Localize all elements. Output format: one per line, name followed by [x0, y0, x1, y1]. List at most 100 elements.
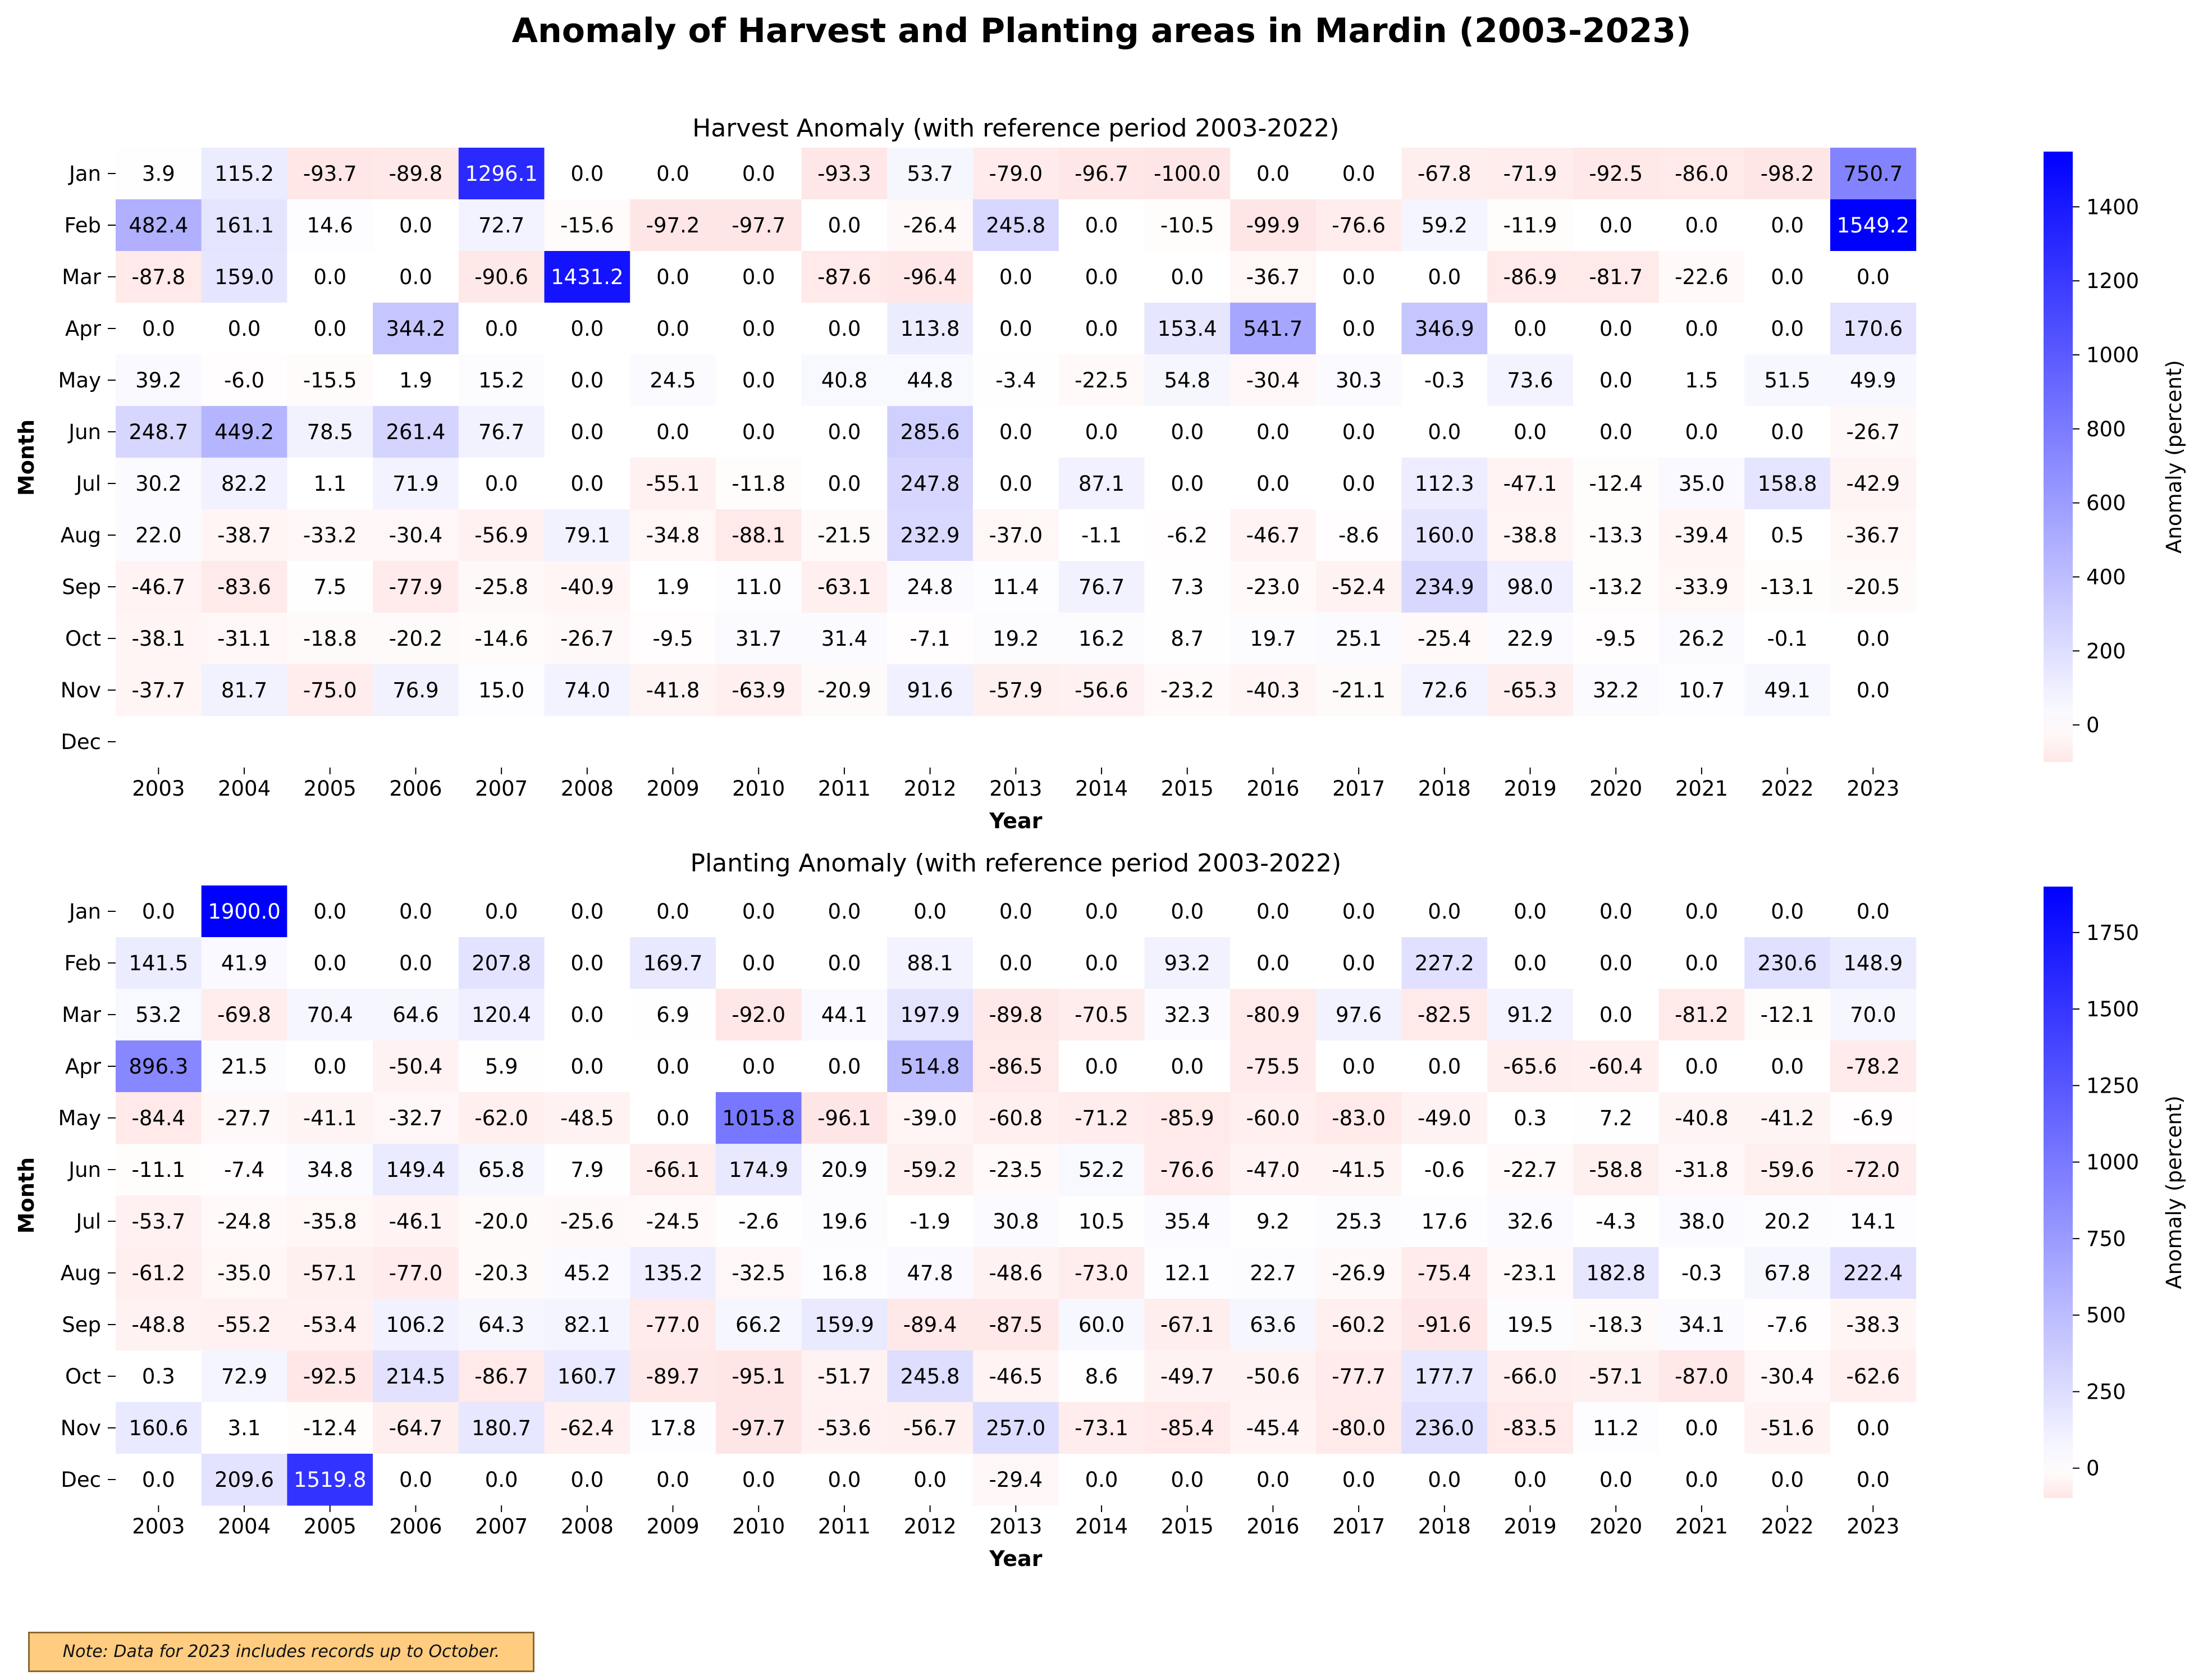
cell-value-label: 88.1	[907, 951, 953, 975]
heatmap-cell	[715, 1195, 802, 1248]
heatmap-cell	[887, 885, 973, 938]
heatmap-cell	[1315, 303, 1402, 355]
heatmap-cell	[1230, 148, 1317, 200]
heatmap-cell	[630, 613, 716, 665]
cell-value-label: 0.3	[1514, 1106, 1547, 1130]
cell-value-label: 0.0	[485, 1468, 518, 1492]
heatmap-cell	[887, 148, 973, 200]
cell-value-label: 0.0	[1256, 1468, 1290, 1492]
heatmap-cell	[715, 303, 802, 355]
cell-value-label: -81.7	[1589, 265, 1643, 289]
heatmap-cell	[1058, 1402, 1145, 1454]
heatmap-cell	[1230, 1195, 1317, 1248]
cell-value-label: 6.9	[656, 1003, 689, 1027]
heatmap-cell	[1573, 1350, 1660, 1403]
heatmap-cell	[1315, 406, 1402, 458]
heatmap-cell	[801, 664, 888, 716]
cell-value-label: 34.8	[307, 1158, 353, 1182]
heatmap-cell	[373, 148, 459, 200]
heatmap-cell	[630, 885, 716, 938]
cell-value-label: -78.2	[1846, 1054, 1900, 1079]
heatmap-cell	[373, 354, 459, 407]
heatmap-cell	[1573, 1040, 1660, 1093]
heatmap-cell	[1144, 1144, 1231, 1196]
cell-value-label: -31.8	[1675, 1158, 1729, 1182]
heatmap-cell	[1401, 354, 1488, 407]
cell-value-label: -88.1	[732, 523, 785, 547]
heatmap-cell	[1573, 1195, 1660, 1248]
cell-value-label: -82.5	[1418, 1003, 1471, 1027]
y-tick-label: Sep	[62, 575, 101, 599]
heatmap-cell	[1315, 1144, 1402, 1196]
cell-value-label: 0.0	[1171, 472, 1204, 496]
cell-value-label: -30.4	[1761, 1364, 1814, 1389]
heatmap-cell	[973, 613, 1059, 665]
cell-value-label: 158.8	[1758, 472, 1817, 496]
cell-value-label: 60.0	[1078, 1313, 1125, 1337]
cell-value-label: -85.4	[1160, 1416, 1214, 1440]
heatmap-cell	[1315, 1247, 1402, 1299]
heatmap-cell	[1744, 664, 1831, 716]
cell-value-label: -89.7	[646, 1364, 700, 1389]
cell-value-label: 70.4	[307, 1003, 353, 1027]
heatmap-cell	[1658, 1299, 1745, 1351]
heatmap-cell	[715, 937, 802, 989]
cell-value-label: -48.6	[989, 1261, 1043, 1285]
heatmap-cell	[1830, 458, 1917, 510]
cell-value-label: -12.4	[1589, 472, 1643, 496]
heatmap-cell	[201, 354, 287, 407]
cell-value-label: -1.1	[1081, 523, 1122, 547]
heatmap-cell	[801, 1144, 888, 1196]
cell-value-label: 0.0	[656, 420, 689, 444]
x-tick-label: 2013	[989, 777, 1042, 801]
cell-value-label: -80.0	[1332, 1416, 1386, 1440]
cell-value-label: 16.8	[821, 1261, 867, 1285]
heatmap-cell	[1487, 509, 1574, 561]
colorbar-tick-label: 400	[2086, 565, 2126, 589]
cell-value-label: -3.4	[995, 368, 1036, 392]
x-tick-label: 2021	[1675, 777, 1728, 801]
cell-value-label: 73.6	[1507, 368, 1553, 392]
heatmap-cell	[1658, 199, 1745, 252]
heatmap-cell	[544, 1092, 630, 1144]
cell-value-label: -55.1	[646, 472, 700, 496]
heatmap-cell	[973, 148, 1059, 200]
heatmap-cell	[1058, 509, 1145, 561]
x-tick-label: 2008	[561, 1514, 614, 1539]
cell-value-label: 93.2	[1164, 951, 1210, 975]
heatmap-cell	[1230, 458, 1317, 510]
heatmap-cell	[1744, 1402, 1831, 1454]
colorbar-tick-label: 800	[2086, 417, 2126, 441]
heatmap-cell	[287, 1350, 373, 1403]
cell-value-label: 0.0	[570, 1054, 604, 1079]
heatmap-cell	[801, 561, 888, 613]
cell-value-label: -22.7	[1503, 1158, 1557, 1182]
cell-value-label: 0.0	[1685, 951, 1718, 975]
heatmap-cell	[116, 354, 202, 407]
heatmap-cell	[1830, 406, 1917, 458]
x-tick-label: 2022	[1761, 1514, 1814, 1539]
heatmap-cell	[116, 199, 202, 252]
heatmap-cell	[630, 406, 716, 458]
cell-value-label: -41.5	[1332, 1158, 1386, 1182]
cell-value-label: -7.6	[1767, 1313, 1808, 1337]
cell-value-label: -21.1	[1332, 678, 1386, 702]
heatmap-cell	[1230, 613, 1317, 665]
heatmap-cell	[715, 1299, 802, 1351]
heatmap-cell	[715, 561, 802, 613]
heatmap-cell	[1830, 885, 1917, 938]
cell-value-label: 40.8	[821, 368, 867, 392]
cell-value-label: 1.5	[1685, 368, 1718, 392]
heatmap-cell	[544, 937, 630, 989]
cell-value-label: -60.4	[1589, 1054, 1643, 1079]
heatmap-cell	[887, 1195, 973, 1248]
heatmap-cell	[1658, 303, 1745, 355]
x-tick-label: 2006	[389, 777, 442, 801]
cell-value-label: 0.0	[1342, 1054, 1375, 1079]
heatmap-cell	[887, 1350, 973, 1403]
heatmap-cell	[116, 885, 202, 938]
cell-value-label: 0.0	[1085, 951, 1118, 975]
cell-value-label: 0.0	[1771, 900, 1804, 924]
x-tick-label: 2020	[1589, 777, 1642, 801]
cell-value-label: -58.8	[1589, 1158, 1643, 1182]
